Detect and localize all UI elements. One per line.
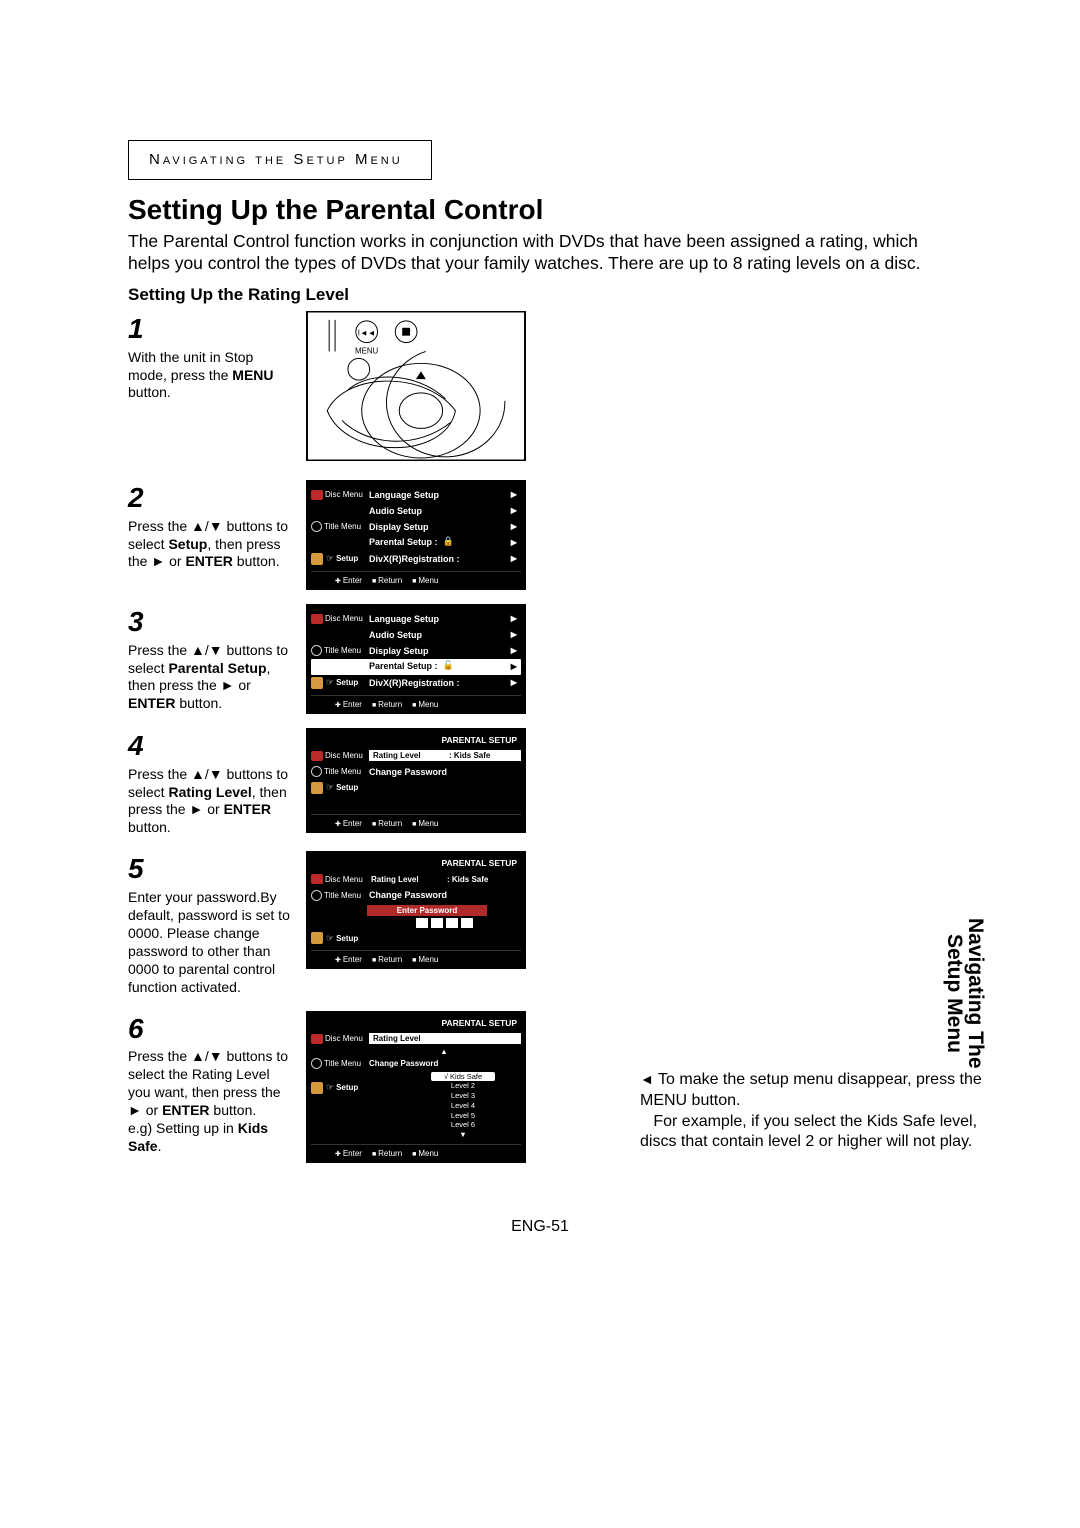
chevron-right-icon (507, 677, 521, 689)
hand-icon: ☞ (325, 553, 334, 564)
manual-page: Navigating the Setup Menu Setting Up the… (0, 0, 1080, 1528)
osd-step-3: Disc MenuLanguage Setup Audio Setup Titl… (306, 604, 526, 714)
svg-text:MENU: MENU (355, 346, 378, 355)
section-label-box: Navigating the Setup Menu (128, 140, 432, 180)
step-5-text: Enter your password.By default, password… (128, 889, 292, 996)
osd-footer: EnterReturnMenu (311, 814, 521, 830)
disc-icon (311, 1034, 323, 1044)
lock-icon: 🔓 (443, 660, 454, 671)
gears-icon (311, 677, 323, 689)
disc-icon (311, 490, 323, 500)
section-label: Navigating the Setup Menu (149, 151, 403, 168)
page-footer: ENG-51 (0, 1218, 1080, 1236)
step-6-text: Press the ▲/▼ buttons to select the Rati… (128, 1048, 292, 1155)
clock-icon (311, 645, 322, 656)
chevron-right-icon (507, 661, 521, 673)
subheading: Setting Up the Rating Level (128, 285, 960, 305)
clock-icon (311, 766, 322, 777)
osd-step-4: PARENTAL SETUP Disc MenuRating Level: Ki… (306, 728, 526, 833)
disc-icon (311, 874, 323, 884)
step-6: 6 Press the ▲/▼ buttons to select the Ra… (128, 1011, 598, 1163)
lock-icon: 🔒 (443, 536, 454, 547)
osd-step-2: Disc MenuLanguage Setup Audio Setup Titl… (306, 480, 526, 590)
page-title: Setting Up the Parental Control (128, 194, 960, 226)
side-tab: Navigating The Setup Menu (944, 918, 986, 1069)
chevron-right-icon (507, 613, 521, 625)
intro-paragraph: The Parental Control function works in c… (128, 230, 960, 275)
step-number: 4 (128, 728, 292, 764)
gears-icon (311, 782, 323, 794)
hand-icon: ☞ (325, 677, 334, 688)
step-2-text: Press the ▲/▼ buttons to select Setup, t… (128, 518, 292, 572)
clock-icon (311, 521, 322, 532)
step-number: 2 (128, 480, 292, 516)
osd-step-5: PARENTAL SETUP Disc MenuRating Level: Ki… (306, 851, 526, 969)
step-number: 3 (128, 604, 292, 640)
chevron-right-icon (507, 505, 521, 517)
right-note: ◄ To make the setup menu disappear, pres… (640, 1070, 1000, 1153)
hand-icon: ☞ (325, 782, 334, 793)
gears-icon (311, 553, 323, 565)
step-4: 4 Press the ▲/▼ buttons to select Rating… (128, 728, 598, 837)
steps-column: 1 With the unit in Stop mode, press the … (128, 311, 598, 1163)
disc-icon (311, 614, 323, 624)
step-4-text: Press the ▲/▼ buttons to select Rating L… (128, 766, 292, 838)
step-5: 5 Enter your password.By default, passwo… (128, 851, 598, 996)
step-3-text: Press the ▲/▼ buttons to select Parental… (128, 642, 292, 714)
chevron-right-icon (507, 553, 521, 565)
left-arrow-icon: ◄ (640, 1071, 654, 1087)
step-3: 3 Press the ▲/▼ buttons to select Parent… (128, 604, 598, 714)
step-number: 6 (128, 1011, 292, 1047)
disc-icon (311, 751, 323, 761)
osd-footer: EnterReturnMenu (311, 950, 521, 966)
osd-footer: EnterReturnMenu (311, 1144, 521, 1160)
chevron-right-icon (507, 629, 521, 641)
step-number: 1 (128, 311, 292, 347)
chevron-right-icon (507, 537, 521, 549)
step-1: 1 With the unit in Stop mode, press the … (128, 311, 598, 466)
step-2: 2 Press the ▲/▼ buttons to select Setup,… (128, 480, 598, 590)
hand-icon: ☞ (325, 933, 334, 944)
chevron-right-icon (507, 489, 521, 501)
clock-icon (311, 1058, 322, 1069)
gears-icon (311, 932, 323, 944)
gears-icon (311, 1082, 323, 1094)
chevron-right-icon (507, 645, 521, 657)
step-1-figure: I◄◄ MENU (306, 311, 526, 466)
clock-icon (311, 890, 322, 901)
chevron-right-icon (507, 521, 521, 533)
step-1-text: With the unit in Stop mode, press the ME… (128, 349, 292, 403)
osd-footer: EnterReturnMenu (311, 695, 521, 711)
hand-icon: ☞ (325, 1082, 334, 1093)
password-boxes (367, 918, 521, 928)
remote-diagram: I◄◄ MENU (306, 311, 526, 461)
step-number: 5 (128, 851, 292, 887)
enter-password-bar: Enter Password (367, 905, 487, 916)
osd-footer: EnterReturnMenu (311, 571, 521, 587)
svg-text:I◄◄: I◄◄ (358, 328, 376, 337)
osd-step-6: PARENTAL SETUP Disc MenuRating Level ▲ T… (306, 1011, 526, 1163)
